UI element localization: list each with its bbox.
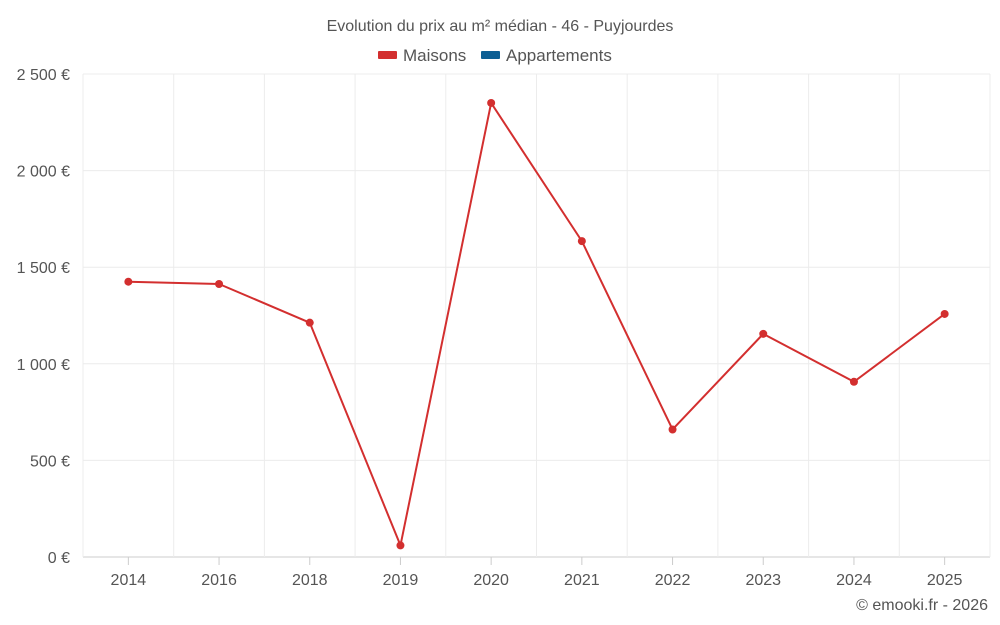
legend-item-appartements[interactable]: Appartements	[481, 46, 612, 65]
legend-swatch-maisons	[378, 51, 397, 59]
x-tick-label: 2018	[292, 572, 328, 589]
y-tick-label: 0 €	[48, 550, 70, 567]
data-point[interactable]	[305, 318, 314, 327]
legend-item-maisons[interactable]: Maisons	[378, 46, 466, 65]
x-tick-label: 2022	[655, 572, 691, 589]
data-point[interactable]	[759, 329, 768, 338]
data-point[interactable]	[577, 237, 586, 246]
credit-text: © emooki.fr - 2026	[856, 597, 988, 614]
y-tick-label: 500 €	[30, 453, 70, 470]
x-tick-label: 2023	[745, 572, 781, 589]
series-maisons	[124, 98, 949, 550]
series-line	[128, 101, 946, 547]
x-tick-label: 2019	[383, 572, 419, 589]
data-point[interactable]	[396, 541, 405, 550]
legend-swatch-appartements	[481, 51, 500, 59]
legend-label-appartements: Appartements	[506, 46, 612, 65]
chart-title: Evolution du prix au m² médian - 46 - Pu…	[327, 18, 674, 35]
x-tick-label: 2025	[927, 572, 963, 589]
legend: Maisons Appartements	[378, 46, 612, 65]
data-point[interactable]	[849, 377, 858, 386]
data-point[interactable]	[215, 280, 224, 289]
axes: 0 € 500 € 1 000 € 1 500 € 2 000 € 2 500 € 2014…	[17, 67, 963, 589]
x-tick-label: 2020	[473, 572, 509, 589]
data-point[interactable]	[668, 425, 677, 434]
x-tick-label: 2016	[201, 572, 237, 589]
x-tick-label: 2024	[836, 572, 872, 589]
x-tick-label: 2014	[111, 572, 147, 589]
y-tick-label: 1 500 €	[17, 260, 70, 277]
legend-label-maisons: Maisons	[403, 46, 466, 65]
data-point[interactable]	[487, 98, 496, 107]
y-tick-label: 2 500 €	[17, 67, 70, 84]
data-point[interactable]	[940, 309, 949, 318]
y-tick-label: 1 000 €	[17, 357, 70, 374]
data-point[interactable]	[124, 277, 133, 286]
y-tick-label: 2 000 €	[17, 164, 70, 181]
x-tick-label: 2021	[564, 572, 600, 589]
grid	[82, 73, 991, 558]
